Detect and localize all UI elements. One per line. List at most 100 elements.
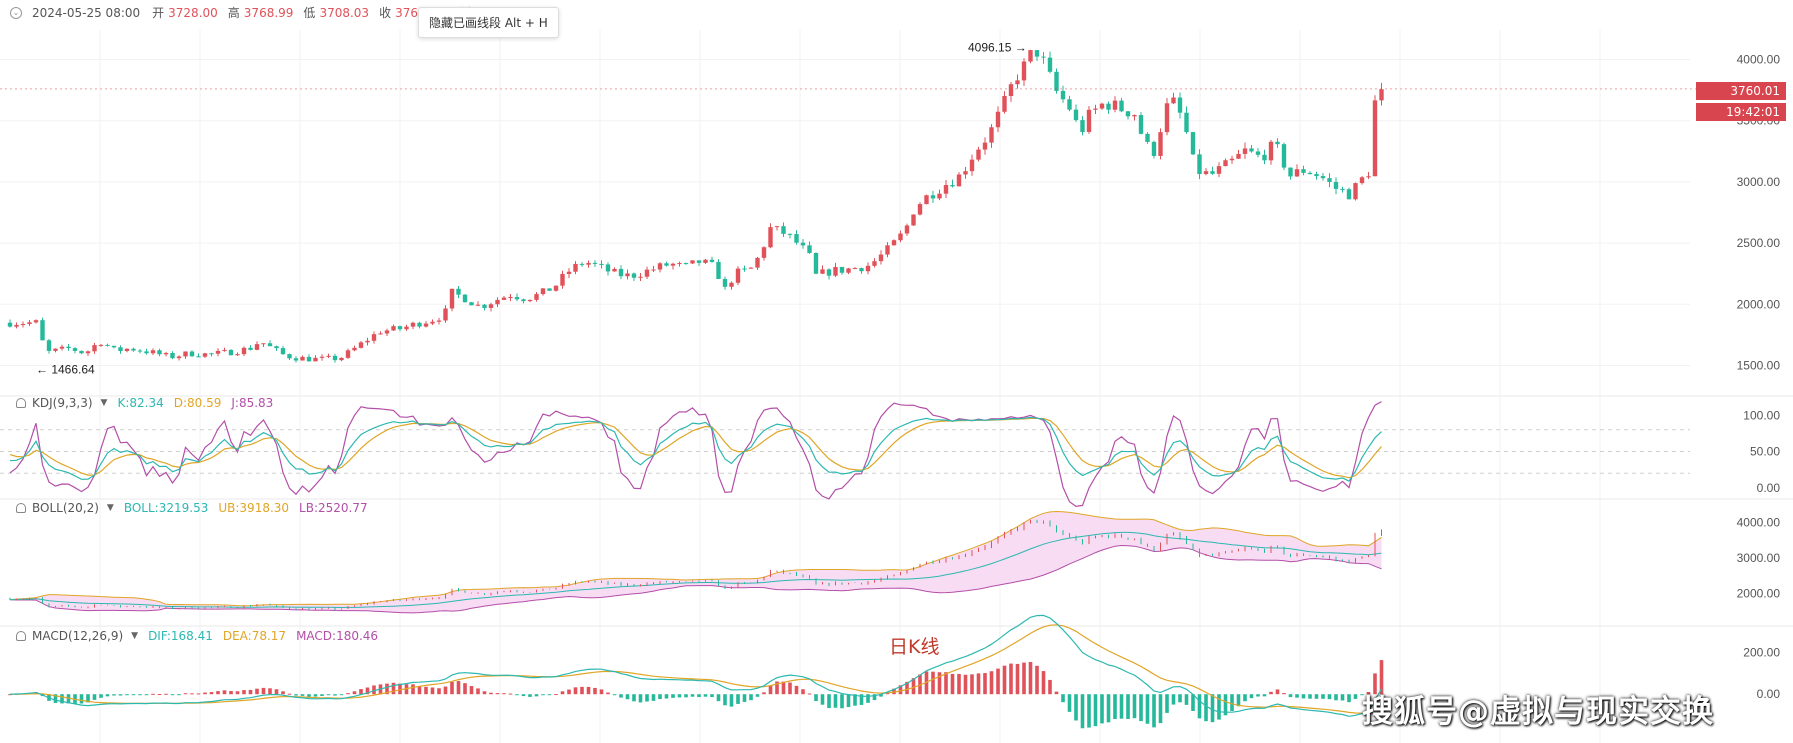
kdj-dropdown-icon[interactable]: ▼ — [100, 398, 108, 408]
y-tick-label: 0.00 — [1757, 481, 1781, 495]
macd-histogram-bar — [268, 688, 272, 695]
candle-body — [150, 350, 156, 354]
candle-body — [943, 185, 949, 194]
macd-histogram-bar — [879, 694, 883, 697]
macd-histogram-bar — [593, 687, 597, 695]
candle-body — [605, 264, 611, 272]
boll-upper-line — [9, 510, 1382, 607]
macd-histogram-bar — [651, 694, 656, 701]
candle-body — [137, 350, 143, 352]
candle-body — [813, 253, 819, 274]
macd-histogram-bar — [1210, 694, 1215, 723]
candle-body — [436, 320, 442, 322]
bar-date: 2024-05-25 08:00 — [32, 5, 141, 20]
macd-histogram-bar — [105, 694, 110, 697]
candle-body — [1190, 132, 1196, 155]
macd-histogram-bar — [118, 694, 123, 696]
kdj-name[interactable]: KDJ(9,3,3) — [32, 396, 93, 410]
candle-body — [703, 259, 708, 263]
candle-body — [1242, 148, 1248, 154]
bell-icon[interactable] — [16, 398, 26, 408]
macd-histogram-bar — [703, 694, 708, 697]
candle-body — [612, 268, 617, 272]
macd-histogram-bar — [255, 688, 259, 695]
macd-histogram-bar — [755, 694, 760, 697]
candle-body — [1372, 100, 1378, 177]
macd-histogram-bar — [599, 689, 604, 695]
candle-body — [644, 269, 650, 277]
macd-dropdown-icon[interactable]: ▼ — [131, 631, 139, 641]
candle-body — [33, 320, 39, 323]
candle-body — [950, 185, 955, 187]
candle-body — [917, 204, 923, 215]
macd-histogram-bar — [1158, 694, 1163, 724]
macd-histogram-bar — [430, 687, 435, 695]
collapse-toggle-icon[interactable]: ⌄ — [10, 6, 22, 19]
macd-histogram-bar — [749, 694, 753, 701]
macd-dif-value: DIF:168.41 — [148, 629, 213, 643]
candle-body — [508, 297, 513, 299]
macd-histogram-bar — [1249, 694, 1254, 699]
low-value: 3708.03 — [319, 5, 370, 20]
candle-body — [7, 322, 13, 327]
boll-name[interactable]: BOLL(20,2) — [32, 501, 99, 515]
candle-body — [976, 149, 981, 160]
candle-body — [1288, 167, 1293, 177]
candle-body — [1366, 176, 1371, 178]
ohlc-header: ⌄ 2024-05-25 08:00 开 3728.00 高 3768.99 低… — [10, 4, 479, 21]
macd-histogram-bar — [853, 694, 857, 706]
candle-body — [163, 352, 169, 355]
candle-body — [306, 356, 312, 362]
macd-histogram-bar — [177, 694, 181, 696]
macd-histogram-bar — [1132, 694, 1137, 719]
candle-body — [1145, 133, 1150, 142]
macd-histogram-bar — [1106, 694, 1111, 723]
macd-histogram-bar — [729, 694, 734, 707]
macd-histogram-bar — [1379, 660, 1384, 695]
macd-histogram-bar — [625, 694, 630, 700]
boll-dropdown-icon[interactable]: ▼ — [106, 503, 114, 513]
candle-body — [1262, 154, 1267, 161]
macd-histogram-bar — [937, 672, 942, 695]
candle-body — [729, 282, 734, 287]
bell-icon[interactable] — [16, 503, 26, 513]
candle-body — [1359, 177, 1365, 184]
macd-histogram-bar — [112, 694, 116, 696]
macd-name[interactable]: MACD(12,26,9) — [32, 629, 124, 643]
macd-histogram-bar — [294, 694, 298, 696]
candle-body — [352, 347, 357, 351]
candle-body — [781, 226, 786, 234]
macd-histogram-bar — [586, 686, 591, 695]
macd-histogram-bar — [541, 694, 545, 696]
macd-histogram-bar — [781, 681, 786, 695]
candle-body — [1268, 141, 1274, 161]
macd-histogram-bar — [1139, 694, 1143, 722]
candle-body — [1067, 99, 1072, 110]
macd-histogram-bar — [235, 691, 240, 695]
macd-histogram-bar — [1171, 694, 1176, 705]
bell-icon[interactable] — [16, 631, 26, 641]
macd-histogram-bar — [1223, 694, 1228, 716]
candle-body — [748, 267, 754, 269]
boll-lower-line — [9, 544, 1382, 614]
macd-histogram-bar — [151, 693, 155, 695]
candle-body — [59, 346, 65, 349]
macd-histogram-bar — [398, 683, 402, 695]
hide-drawings-tooltip: 隐藏已画线段 Alt + H — [418, 7, 559, 38]
macd-histogram-bar — [697, 694, 701, 698]
boll-mid-value: BOLL:3219.53 — [123, 501, 209, 515]
boll-header: BOLL(20,2) ▼ BOLL:3219.53 UB:3918.30 LB:… — [16, 501, 368, 515]
macd-histogram-bar — [66, 694, 71, 704]
macd-histogram-bar — [1145, 694, 1150, 724]
candle-body — [319, 356, 325, 358]
candle-body — [1008, 84, 1014, 97]
macd-histogram-bar — [424, 686, 428, 695]
candle-body — [761, 247, 767, 258]
candle-body — [579, 263, 585, 265]
macd-histogram-bar — [1347, 694, 1351, 703]
candle-body — [859, 268, 864, 272]
y-tick-label: 1500.00 — [1737, 359, 1781, 373]
macd-histogram-bar — [931, 671, 935, 695]
candle-body — [930, 195, 936, 199]
y-tick-label: 2500.00 — [1737, 236, 1781, 250]
